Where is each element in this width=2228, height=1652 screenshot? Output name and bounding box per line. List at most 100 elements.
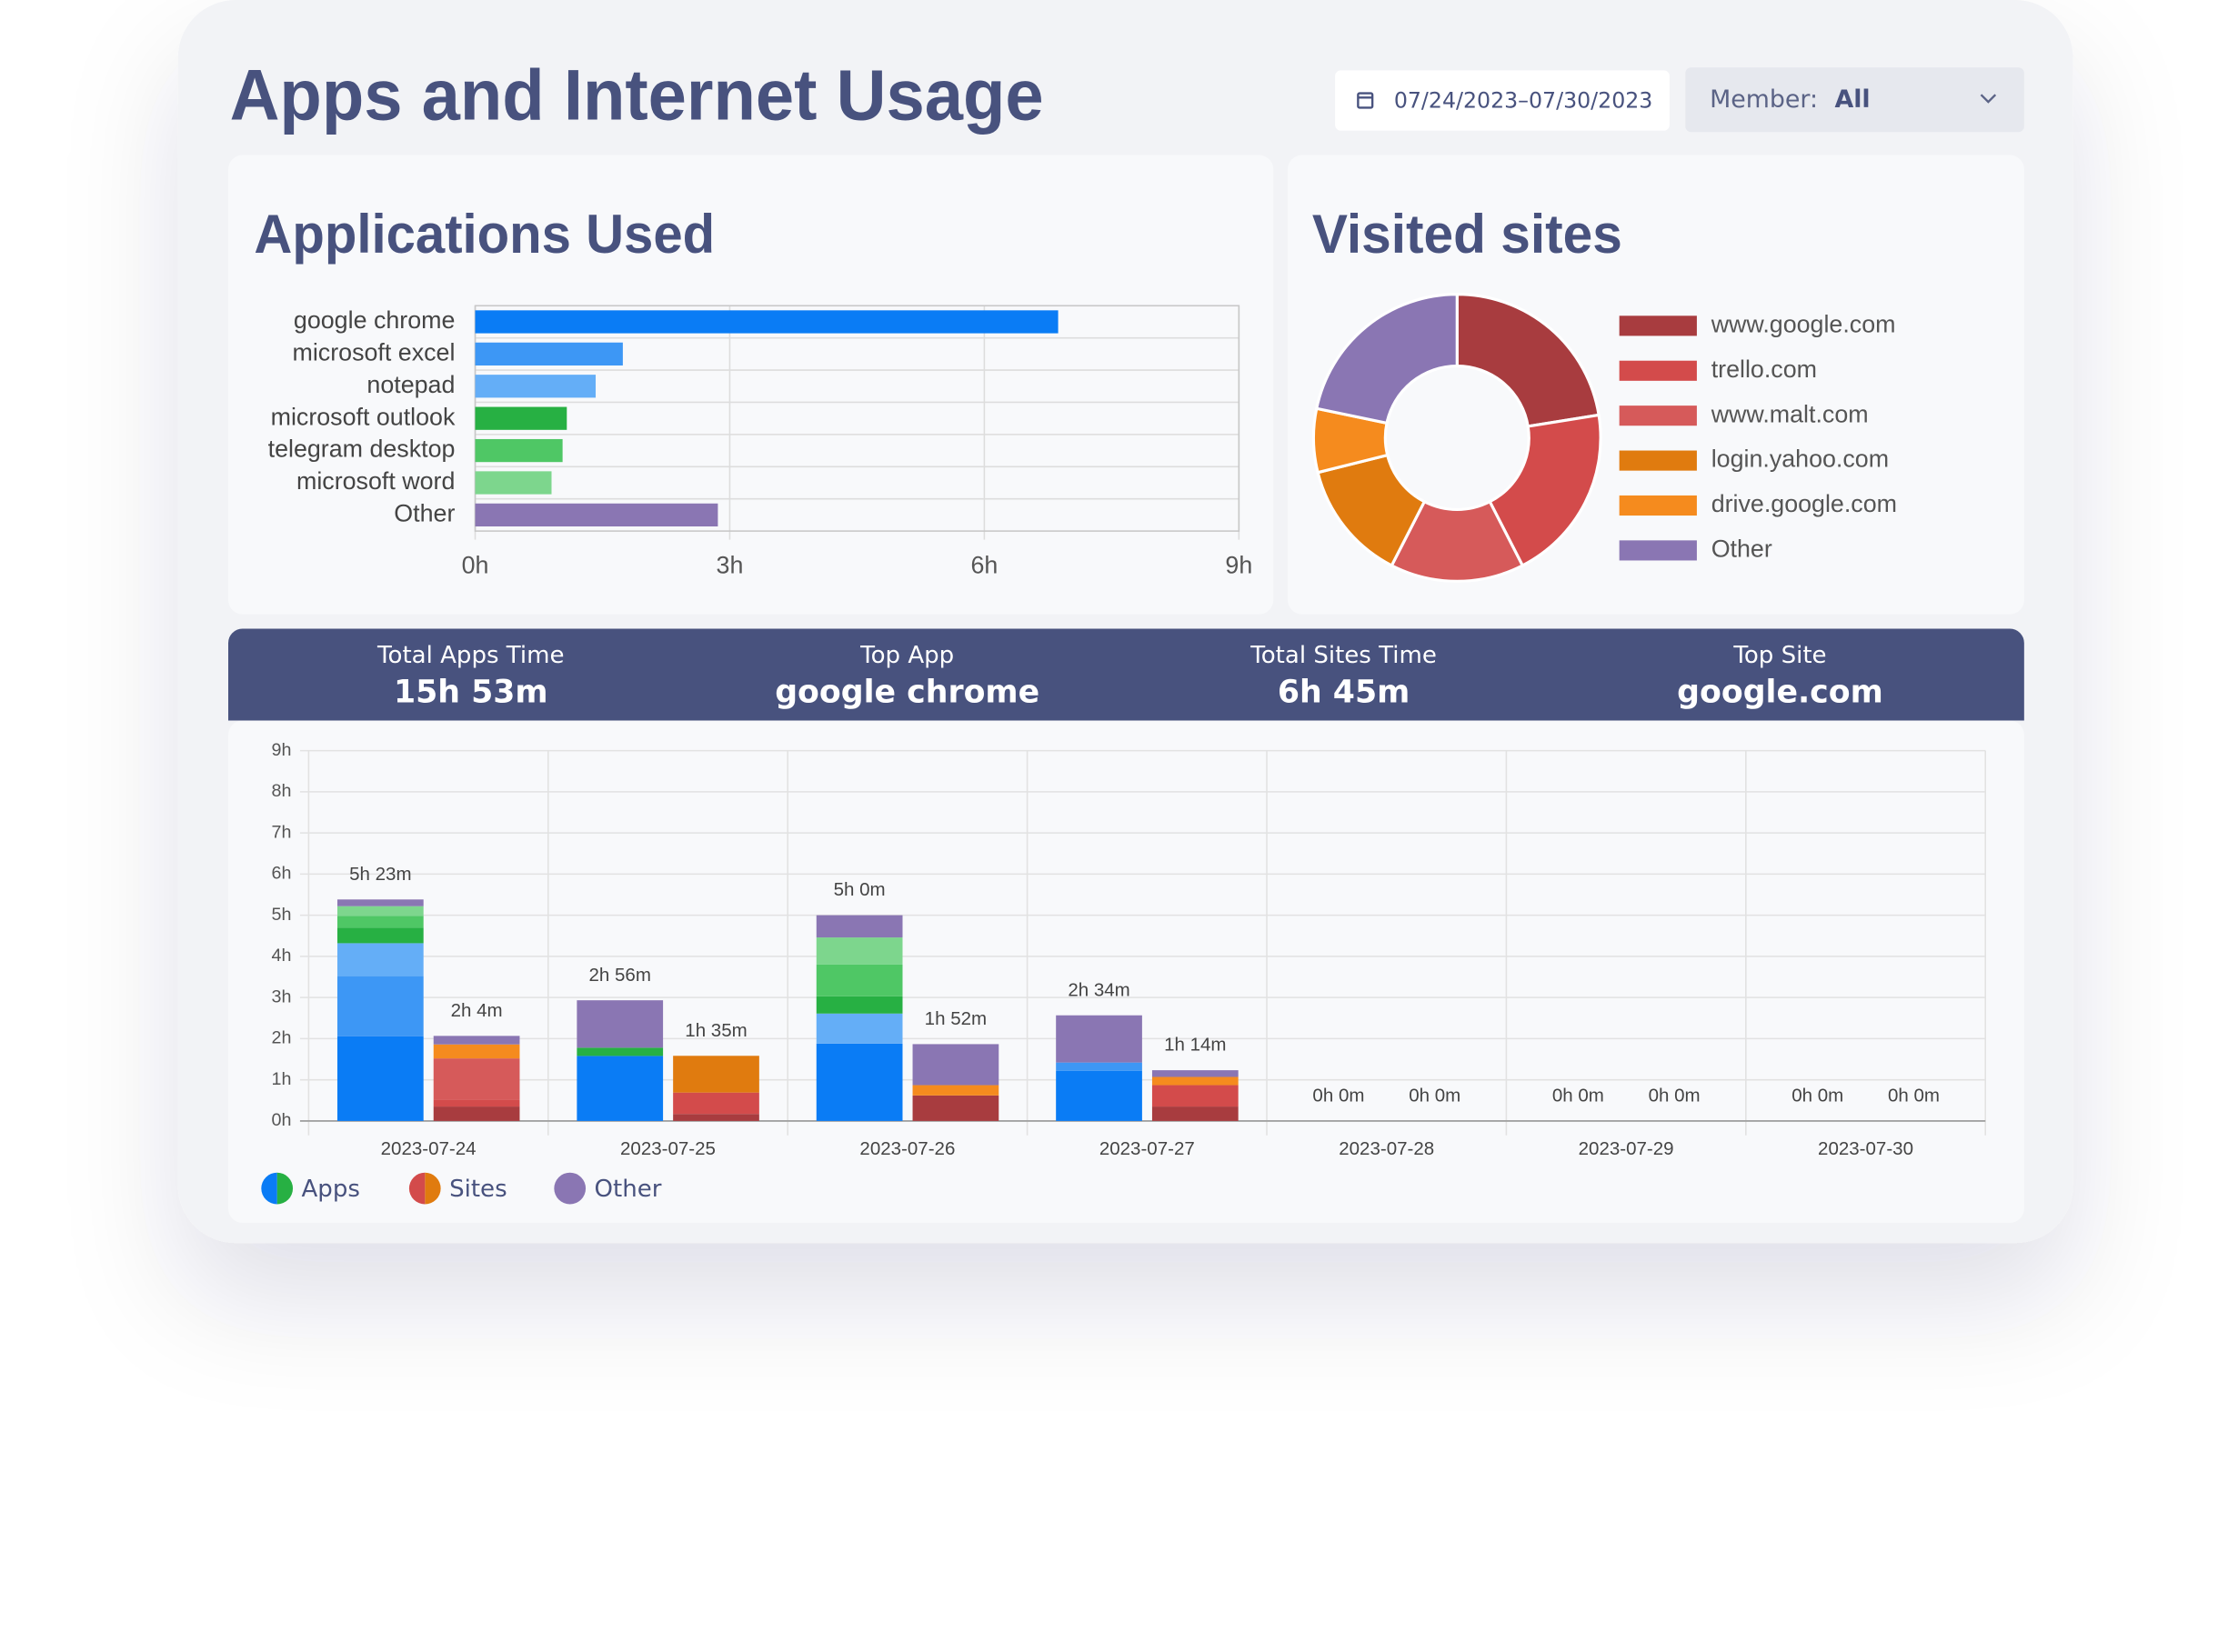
- y-tick-label: microsoft word: [296, 467, 455, 495]
- bar: [475, 406, 567, 430]
- legend-label: trello.com: [1711, 355, 1817, 383]
- bar-total-label: 2h 4m: [451, 1000, 503, 1021]
- bar-segment: [433, 1058, 520, 1100]
- pie-slice: [1488, 413, 1602, 568]
- bar-segment: [673, 1114, 759, 1121]
- legend-swatch: [1619, 315, 1697, 336]
- bar-segment: [912, 1095, 999, 1121]
- date-picker[interactable]: 07/24/2023–07/30/2023: [1335, 70, 1670, 131]
- bar-total-label: 0h 0m: [1649, 1085, 1701, 1106]
- bar-total-label: 2h 34m: [1068, 979, 1129, 1000]
- bar-total-label: 0h 0m: [1312, 1085, 1364, 1106]
- pie-slice: [1314, 293, 1459, 426]
- legend-swatch: [1619, 540, 1697, 561]
- bar-segment: [577, 1000, 664, 1048]
- summary-value: google chrome: [775, 674, 1039, 710]
- bar-segment: [816, 1043, 903, 1121]
- bar-total-label: 5h 23m: [349, 864, 411, 885]
- summary-value: 15h 53m: [394, 674, 548, 710]
- legend-label: Other: [595, 1176, 662, 1203]
- x-tick-label: 2023-07-29: [1579, 1138, 1674, 1159]
- bar-segment: [336, 916, 424, 928]
- legend-icon: [425, 1172, 441, 1205]
- bar: [475, 503, 718, 527]
- x-tick-label: 9h: [1225, 552, 1252, 579]
- summary-value: 6h 45m: [1278, 674, 1410, 710]
- bar: [475, 310, 1059, 334]
- x-tick-label: 2023-07-27: [1099, 1138, 1195, 1159]
- date-range[interactable]: 07/24/2023–07/30/2023: [1394, 88, 1653, 114]
- y-tick-label: 0h: [272, 1110, 292, 1130]
- summary-label: Total Sites Time: [1249, 642, 1437, 669]
- bar-segment: [816, 937, 903, 965]
- bar-segment: [673, 1092, 759, 1115]
- member-value[interactable]: All: [1834, 85, 1870, 114]
- sites-title: Visited sites: [1312, 204, 1622, 265]
- bar-segment: [433, 1106, 520, 1121]
- y-tick-label: Other: [394, 499, 455, 526]
- y-tick-label: microsoft outlook: [271, 403, 456, 430]
- member-select[interactable]: Member: All: [1685, 67, 2024, 133]
- bar-segment: [433, 1099, 520, 1107]
- bar-total-label: 1h 35m: [685, 1020, 747, 1041]
- page-title: Apps and Internet Usage: [230, 55, 1044, 135]
- legend-icon: [554, 1172, 587, 1205]
- legend-swatch: [1619, 405, 1697, 426]
- y-tick-label: 8h: [272, 781, 292, 801]
- calendar-icon: [1357, 92, 1374, 109]
- y-tick-label: 3h: [272, 986, 292, 1006]
- member-label: Member:: [1710, 85, 1818, 114]
- date-box[interactable]: [1335, 70, 1670, 131]
- y-tick-label: telegram desktop: [268, 436, 456, 463]
- bar-segment: [336, 943, 424, 976]
- bar-segment: [433, 1036, 520, 1045]
- legend-swatch: [1619, 495, 1697, 516]
- bar-segment: [673, 1056, 759, 1093]
- y-tick-label: 6h: [272, 864, 292, 884]
- y-tick-label: microsoft excel: [293, 338, 456, 365]
- x-tick-label: 2023-07-30: [1818, 1138, 1913, 1159]
- y-tick-label: 4h: [272, 946, 292, 966]
- bar-segment: [912, 1044, 999, 1086]
- legend-icon: [408, 1172, 426, 1205]
- bar-segment: [336, 1036, 424, 1121]
- legend-icon: [261, 1172, 277, 1205]
- legend-swatch: [1619, 360, 1697, 381]
- bar-total-label: 1h 14m: [1164, 1035, 1226, 1056]
- legend-swatch: [1619, 450, 1697, 471]
- bar-segment: [336, 976, 424, 1036]
- y-tick-label: 1h: [272, 1069, 292, 1089]
- bar-total-label: 0h 0m: [1409, 1085, 1460, 1106]
- x-tick-label: 2023-07-26: [859, 1138, 955, 1159]
- x-tick-label: 2023-07-25: [620, 1138, 716, 1159]
- bar-total-label: 0h 0m: [1791, 1085, 1843, 1106]
- summary-label: Total Apps Time: [376, 642, 564, 669]
- apps-title: Applications Used: [254, 204, 715, 265]
- bar-segment: [577, 1047, 664, 1056]
- legend-label: login.yahoo.com: [1711, 446, 1889, 473]
- summary-value: google.com: [1677, 674, 1883, 710]
- bar-segment: [577, 1056, 664, 1121]
- bar: [475, 375, 597, 398]
- legend-label: www.malt.com: [1711, 400, 1869, 427]
- legend-label: Other: [1711, 536, 1772, 563]
- sites-panel: [1288, 155, 2024, 615]
- chevron: [1980, 94, 1997, 104]
- summary-banner: [227, 628, 2024, 721]
- bar-segment: [336, 927, 424, 944]
- member-box[interactable]: [1685, 67, 2024, 133]
- bar-total-label: 2h 56m: [589, 965, 651, 986]
- summary-label: Top Site: [1732, 642, 1826, 669]
- bar-segment: [336, 899, 424, 906]
- legend-label: Apps: [302, 1176, 360, 1203]
- bar-total-label: 5h 0m: [834, 879, 886, 900]
- y-tick-label: 7h: [272, 822, 292, 842]
- y-tick-label: notepad: [366, 371, 455, 398]
- bar-segment: [816, 964, 903, 996]
- y-tick-label: 5h: [272, 905, 292, 925]
- bar: [475, 438, 563, 463]
- summary-label: Top App: [859, 642, 954, 669]
- x-tick-label: 6h: [970, 552, 998, 579]
- legend-label: drive.google.com: [1711, 490, 1897, 517]
